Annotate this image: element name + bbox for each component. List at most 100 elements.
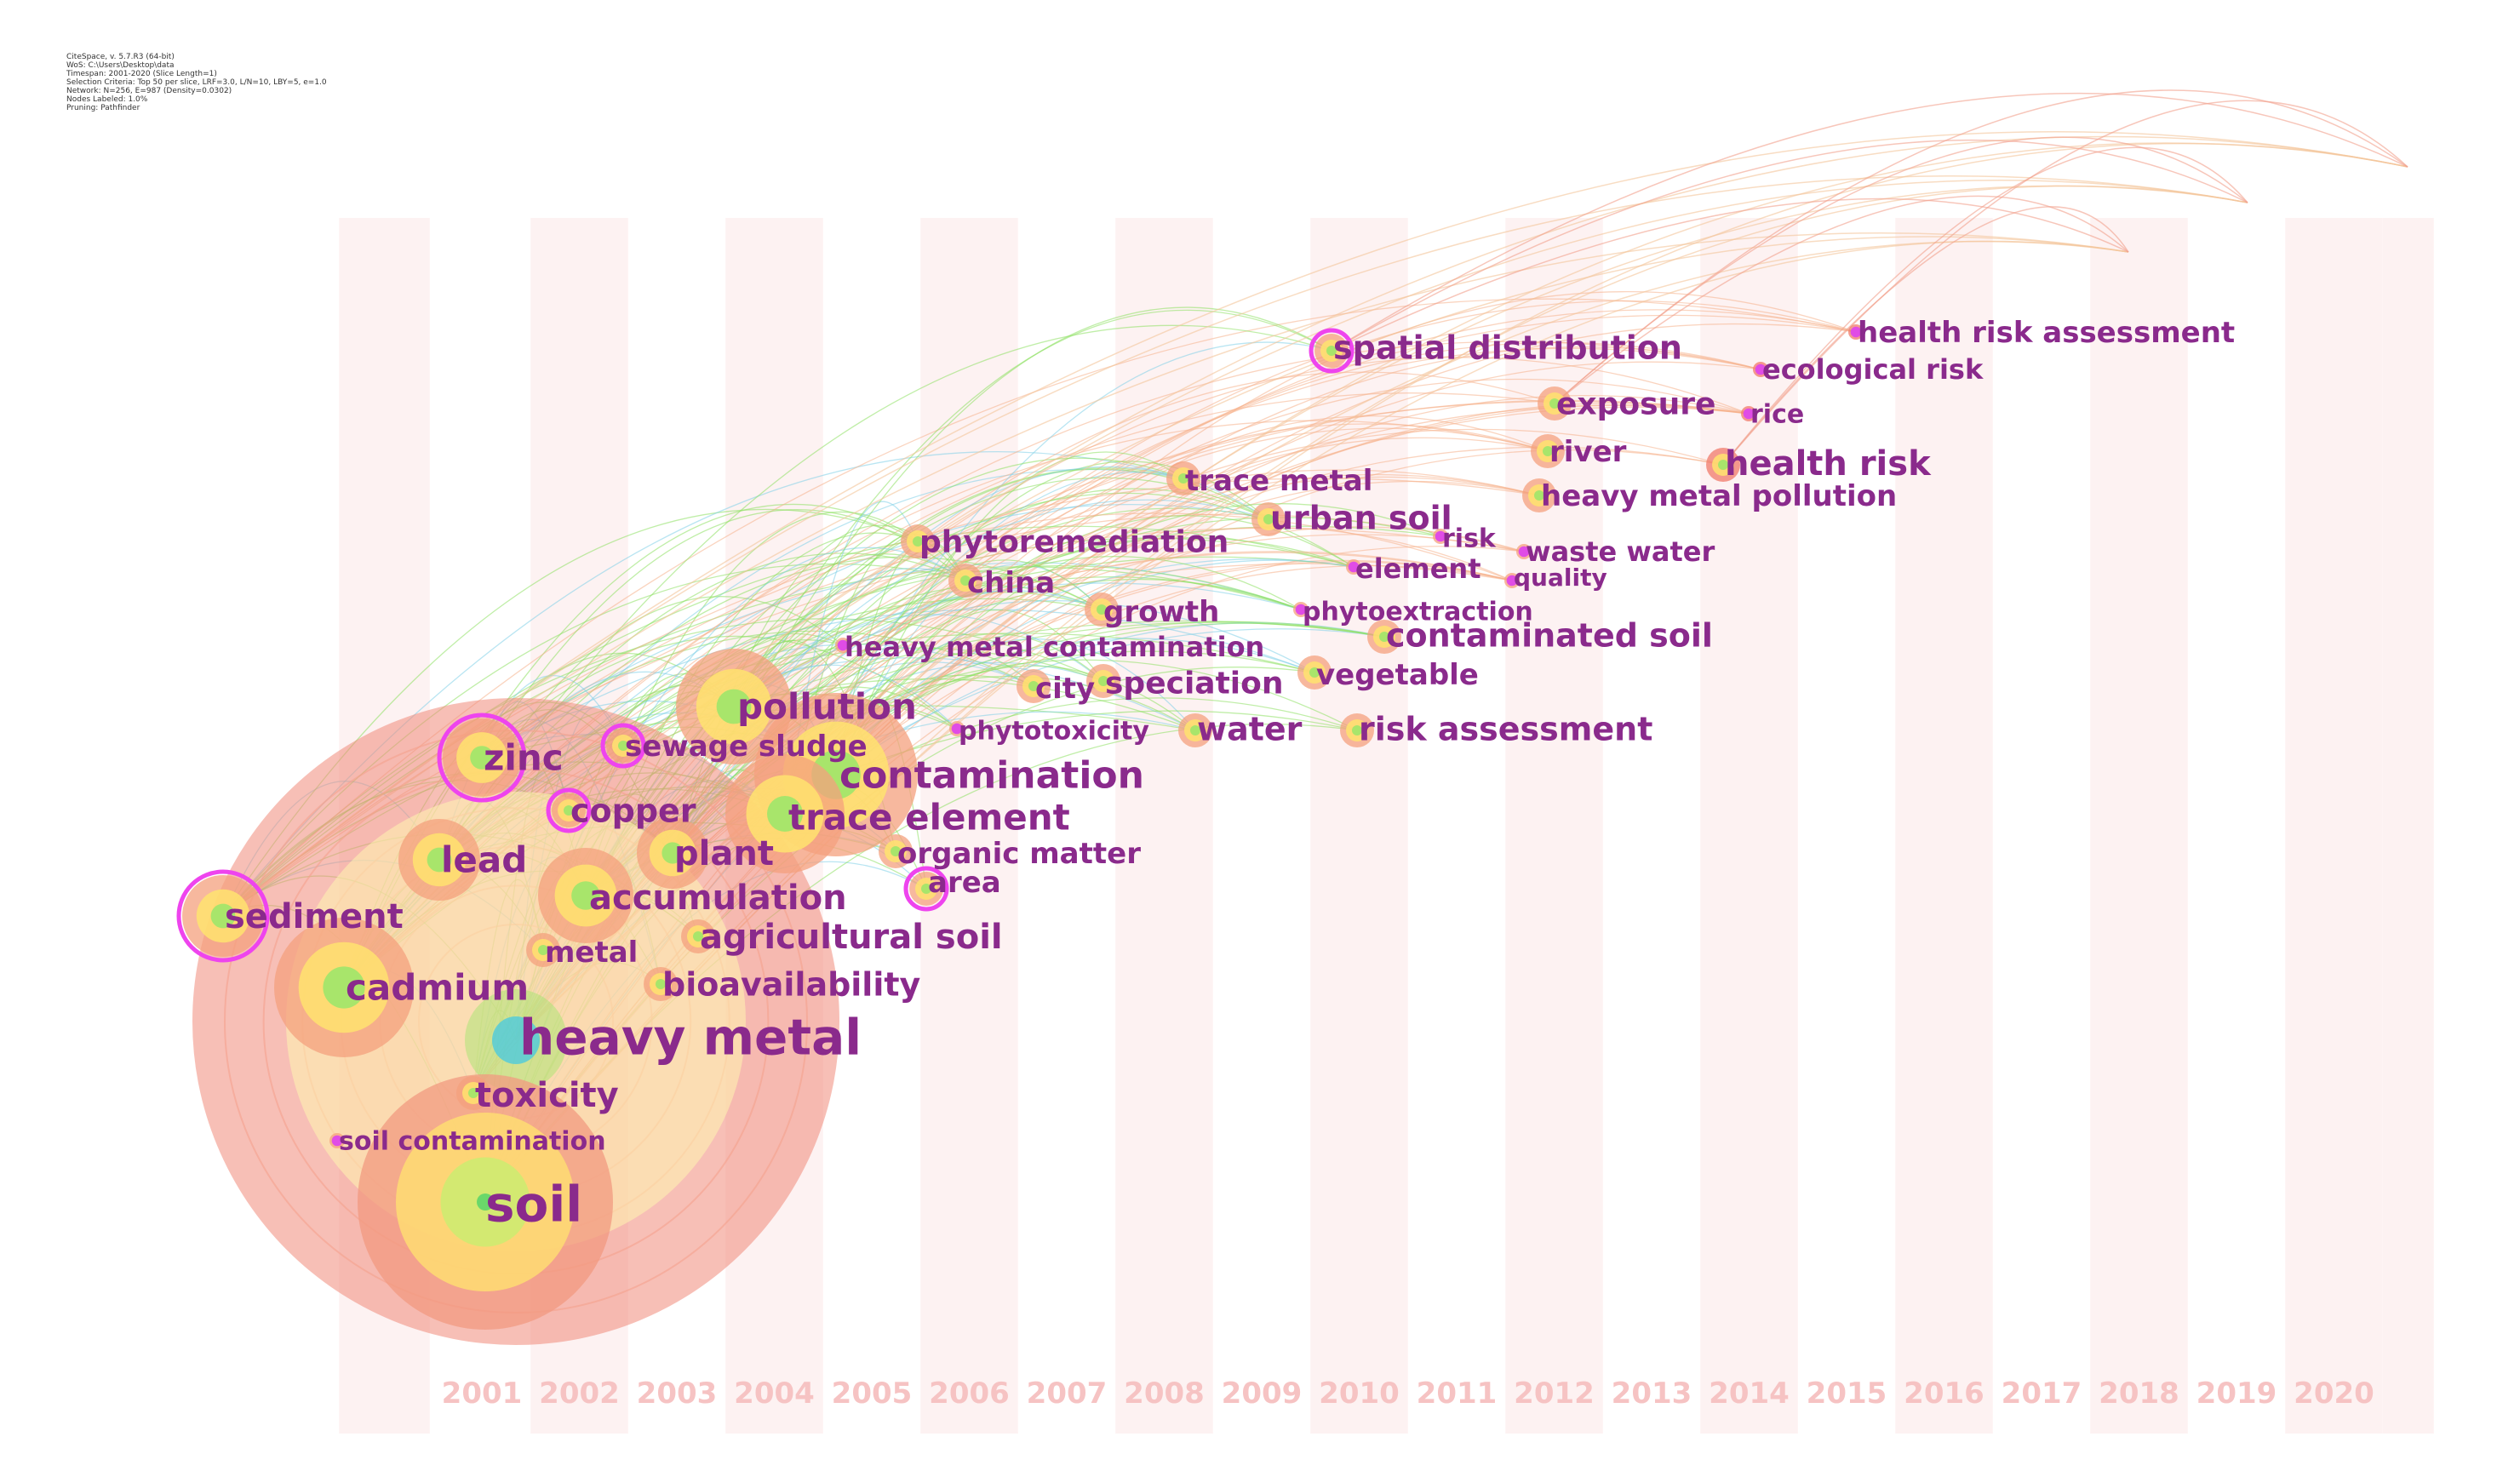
keyword-label-city[interactable]: city: [1035, 672, 1095, 706]
keyword-label-bioavailability[interactable]: bioavailability: [662, 965, 921, 1003]
node-phytoextraction[interactable]: [1293, 602, 1309, 617]
keyword-label-water[interactable]: water: [1197, 710, 1303, 747]
node-contaminated-soil[interactable]: [1367, 620, 1401, 654]
keyword-label-soil-contamination[interactable]: soil contamination: [339, 1127, 606, 1157]
year-label-2006: 2006: [929, 1377, 1010, 1411]
keyword-label-lead[interactable]: lead: [441, 839, 527, 881]
keyword-label-risk[interactable]: risk: [1442, 524, 1497, 554]
node-core: [921, 884, 931, 894]
node-river[interactable]: [1531, 434, 1565, 468]
keyword-label-growth[interactable]: growth: [1103, 595, 1219, 629]
node-risk-assessment[interactable]: [1340, 713, 1374, 747]
node-health-risk[interactable]: [1706, 448, 1740, 482]
keyword-label-element[interactable]: element: [1355, 552, 1481, 585]
node-accumulation[interactable]: [538, 848, 633, 943]
node-phytoremediation[interactable]: [901, 524, 935, 558]
keyword-label-heavy-metal[interactable]: heavy metal: [519, 1008, 862, 1066]
keyword-label-area[interactable]: area: [928, 866, 1001, 900]
node-agricultural-soil[interactable]: [681, 919, 715, 953]
keyword-label-speciation[interactable]: speciation: [1105, 667, 1284, 701]
node-growth[interactable]: [1085, 592, 1119, 627]
node-area[interactable]: [903, 866, 949, 912]
keyword-label-river[interactable]: river: [1549, 435, 1627, 469]
node-urban-soil[interactable]: [1251, 502, 1286, 536]
node-exposure[interactable]: [1538, 386, 1572, 421]
keyword-label-accumulation[interactable]: accumulation: [589, 879, 847, 918]
keyword-label-ecological-risk[interactable]: ecological risk: [1762, 353, 1984, 386]
node-pollution[interactable]: [676, 649, 792, 764]
node-soil[interactable]: [358, 1074, 613, 1330]
keyword-label-cadmium[interactable]: cadmium: [346, 967, 529, 1009]
node-core: [1549, 398, 1560, 409]
node-sewage-sludge[interactable]: [600, 723, 646, 769]
node-waste-water[interactable]: [1516, 544, 1532, 559]
node-zinc[interactable]: [437, 713, 527, 803]
node-trace-element[interactable]: [725, 754, 845, 873]
node-bioavailability[interactable]: [644, 967, 678, 1001]
node-cadmium[interactable]: [274, 918, 414, 1057]
node-spatial-distribution[interactable]: [1309, 328, 1354, 374]
node-metal[interactable]: [526, 933, 560, 967]
year-label-2005: 2005: [832, 1377, 913, 1411]
keyword-label-urban-soil[interactable]: urban soil: [1270, 499, 1452, 536]
year-label-2017: 2017: [2002, 1377, 2082, 1411]
keyword-label-heavy-metal-pollution[interactable]: heavy metal pollution: [1541, 479, 1897, 513]
keyword-label-sewage-sludge[interactable]: sewage sludge: [625, 730, 868, 764]
node-core: [662, 842, 684, 864]
link-88: [481, 509, 966, 758]
keyword-label-trace-element[interactable]: trace element: [788, 797, 1070, 839]
keyword-label-contaminated-soil[interactable]: contaminated soil: [1386, 616, 1713, 654]
node-soil-contamination[interactable]: [329, 1133, 345, 1148]
node-plant[interactable]: [637, 817, 708, 889]
keyword-label-zinc[interactable]: zinc: [484, 737, 564, 779]
node-lead[interactable]: [398, 819, 480, 901]
node-core: [1190, 725, 1200, 736]
arc-link-222: [222, 232, 2129, 917]
keyword-label-contamination[interactable]: contamination: [839, 753, 1144, 797]
node-china[interactable]: [948, 564, 982, 598]
keyword-label-phytoextraction[interactable]: phytoextraction: [1303, 598, 1533, 627]
node-city[interactable]: [1017, 669, 1051, 703]
keyword-label-plant[interactable]: plant: [674, 834, 774, 873]
keyword-label-risk-assessment[interactable]: risk assessment: [1359, 710, 1652, 747]
node-organic-matter[interactable]: [879, 834, 913, 868]
node-trace-metal[interactable]: [1166, 461, 1200, 495]
keyword-label-sediment[interactable]: sediment: [225, 897, 404, 936]
node-core: [571, 881, 600, 910]
keyword-label-pollution[interactable]: pollution: [737, 686, 917, 728]
node-water[interactable]: [1178, 713, 1212, 747]
keyword-label-soil[interactable]: soil: [485, 1175, 582, 1233]
node-speciation[interactable]: [1086, 664, 1120, 698]
keyword-label-agricultural-soil[interactable]: agricultural soil: [700, 918, 1003, 957]
keyword-label-exposure[interactable]: exposure: [1556, 387, 1715, 422]
keyword-label-heavy-metal-contamination[interactable]: heavy metal contamination: [845, 631, 1264, 663]
node-toxicity[interactable]: [456, 1076, 490, 1110]
node-rice[interactable]: [1741, 406, 1756, 421]
keyword-label-rice[interactable]: rice: [1750, 400, 1804, 430]
keyword-label-phytotoxicity[interactable]: phytotoxicity: [959, 717, 1149, 747]
keyword-label-china[interactable]: china: [967, 566, 1055, 600]
node-heavy-metal-pollution[interactable]: [1522, 478, 1556, 512]
node-phytotoxicity[interactable]: [949, 721, 965, 736]
keyword-label-waste-water[interactable]: waste water: [1526, 535, 1715, 568]
keyword-label-copper[interactable]: copper: [570, 792, 696, 829]
keyword-label-health-risk[interactable]: health risk: [1725, 444, 1932, 484]
node-health-risk-assessment[interactable]: [1848, 324, 1864, 340]
keyword-label-vegetable[interactable]: vegetable: [1316, 658, 1479, 692]
keyword-label-quality[interactable]: quality: [1514, 564, 1607, 592]
keyword-label-trace-metal[interactable]: trace metal: [1185, 464, 1372, 498]
node-ecological-risk[interactable]: [1753, 362, 1768, 377]
keyword-label-organic-matter[interactable]: organic matter: [897, 837, 1141, 871]
node-heavy-metal-contamination[interactable]: [835, 638, 850, 653]
keyword-label-spatial-distribution[interactable]: spatial distribution: [1333, 329, 1682, 366]
node-risk[interactable]: [1433, 529, 1448, 544]
keyword-label-health-risk-assessment[interactable]: health risk assessment: [1858, 316, 2235, 350]
node-vegetable[interactable]: [1297, 655, 1332, 690]
keyword-label-toxicity[interactable]: toxicity: [475, 1076, 619, 1115]
node-copper[interactable]: [546, 787, 592, 833]
keyword-label-metal[interactable]: metal: [545, 936, 638, 970]
node-sediment[interactable]: [176, 869, 270, 963]
node-quality[interactable]: [1504, 573, 1520, 588]
node-element[interactable]: [1346, 559, 1361, 575]
keyword-label-phytoremediation[interactable]: phytoremediation: [919, 525, 1228, 560]
